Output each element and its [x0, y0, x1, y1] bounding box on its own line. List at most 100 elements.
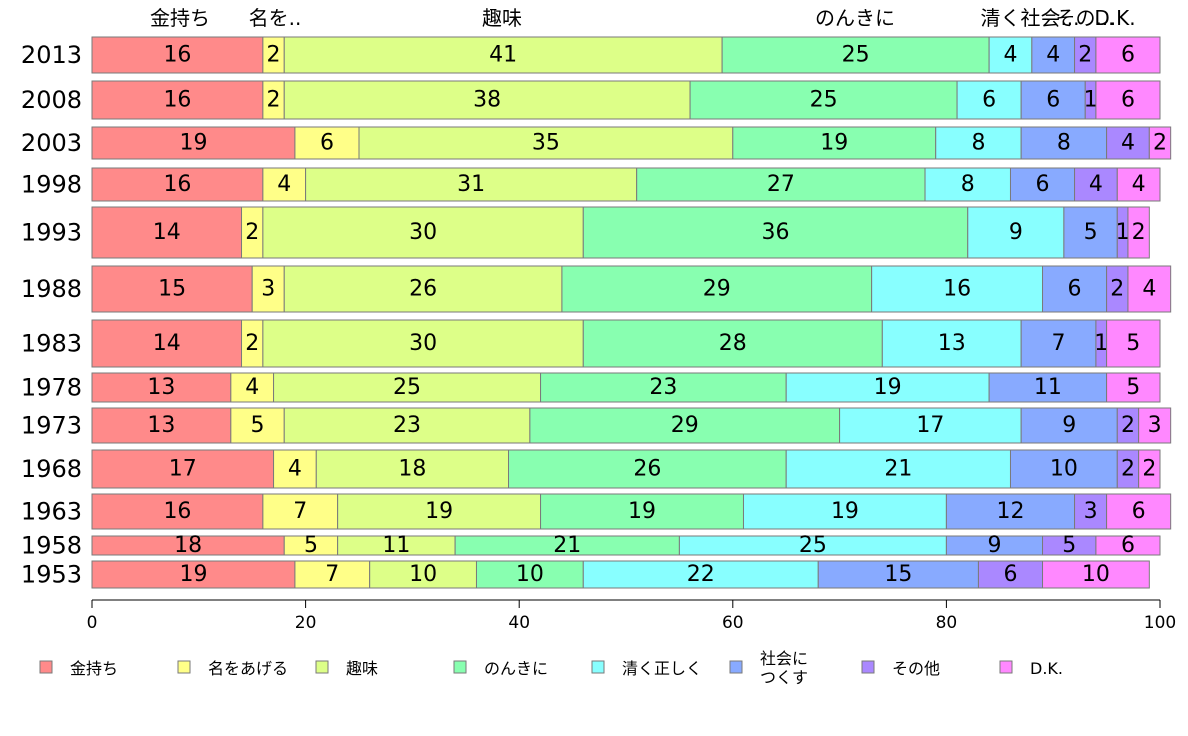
data-label: 19 — [831, 499, 859, 524]
data-label: 15 — [884, 562, 912, 587]
top-series-label: 金持ち — [150, 6, 210, 30]
bar-segment — [785, 449, 1011, 489]
year-label: 1968 — [21, 455, 82, 483]
data-label: 6 — [1121, 533, 1135, 558]
bar-segment — [91, 265, 253, 313]
data-label: 26 — [633, 457, 661, 482]
year-label: 1983 — [21, 330, 82, 358]
data-label: 22 — [687, 562, 715, 587]
data-label: 29 — [703, 277, 731, 302]
x-tick-label: 80 — [936, 613, 958, 633]
bar-segment — [230, 407, 285, 444]
data-label: 10 — [409, 562, 437, 587]
bar-segment — [977, 560, 1044, 589]
data-label: 36 — [762, 220, 790, 245]
bar-segment — [1095, 535, 1161, 556]
legend-item: 清く正しく — [591, 659, 702, 678]
bar-segment — [273, 372, 542, 403]
data-label: 23 — [393, 413, 421, 438]
data-label: 14 — [153, 220, 181, 245]
data-label: 9 — [1009, 220, 1023, 245]
bar-segment — [988, 372, 1108, 403]
bar-segment — [636, 167, 926, 202]
data-label: 19 — [179, 131, 207, 156]
bar-segment — [91, 407, 232, 444]
data-label: 4 — [1121, 131, 1135, 156]
bar-segment — [732, 126, 937, 160]
year-labels: 2013 2008 2003 1998 1993 1988 1983 1978 1973 1968… — [21, 41, 82, 589]
bar-segment — [283, 265, 563, 313]
bar-segment — [817, 560, 979, 589]
data-label: 2 — [245, 331, 259, 356]
data-label: 4 — [277, 172, 291, 197]
legend-label: D.K. — [1030, 659, 1063, 678]
bar-segment — [540, 493, 744, 530]
bar-segment — [1127, 206, 1150, 259]
data-label: 2 — [1110, 277, 1124, 302]
data-label: 25 — [799, 533, 827, 558]
data-label: 11 — [1034, 375, 1062, 400]
legend-swatch — [861, 660, 875, 674]
data-label: 17 — [916, 413, 944, 438]
data-label: 2 — [1121, 457, 1135, 482]
bar-segment — [91, 206, 243, 259]
top-series-label: D.K. — [1094, 6, 1135, 30]
bar-segment — [1074, 493, 1108, 530]
data-label: 15 — [158, 277, 186, 302]
legend: 金持ち 名をあげる 趣味 のんきに 清く正しく 社会につくす その他 D.K. — [39, 649, 1063, 687]
data-label: 21 — [884, 457, 912, 482]
bar-segment — [91, 126, 296, 160]
bar-segment — [839, 407, 1022, 444]
data-label: 38 — [473, 88, 501, 113]
bar-segment — [1031, 36, 1076, 74]
data-label: 35 — [532, 131, 560, 156]
bar-segment — [369, 560, 477, 589]
bar-segment — [283, 36, 723, 74]
legend-swatch — [315, 660, 329, 674]
bar-segment — [1148, 126, 1172, 160]
bar-segment — [582, 206, 969, 259]
data-label: 25 — [393, 375, 421, 400]
bar-segment — [1009, 449, 1118, 489]
data-label: 6 — [320, 131, 334, 156]
top-series-label: のんきに — [815, 6, 895, 30]
legend-swatch — [591, 660, 605, 674]
bar-segment — [262, 493, 339, 530]
bar-segment — [1106, 493, 1172, 530]
legend-item: のんきに — [453, 659, 548, 678]
data-label: 7 — [325, 562, 339, 587]
data-label: 27 — [767, 172, 795, 197]
data-label: 5 — [1062, 533, 1076, 558]
year-label: 1978 — [21, 374, 82, 402]
bar-segment — [294, 126, 360, 160]
year-label: 1958 — [21, 532, 82, 560]
data-label: 12 — [996, 499, 1024, 524]
data-label: 19 — [874, 375, 902, 400]
bar-row-2013: 16 2 41 25 4 4 2 6 — [91, 36, 1161, 74]
x-tick-label: 20 — [295, 613, 317, 633]
legend-label: その他 — [892, 659, 940, 678]
bar-segment — [1095, 36, 1161, 74]
year-label: 1988 — [21, 275, 82, 303]
data-label: 19 — [820, 131, 848, 156]
bar-segment — [1042, 560, 1150, 589]
data-label: 10 — [1050, 457, 1078, 482]
legend-label: 金持ち — [70, 659, 118, 678]
data-label: 8 — [1057, 131, 1071, 156]
bar-segment — [988, 36, 1033, 74]
bar-segment — [785, 372, 990, 403]
bar-segment — [924, 167, 1011, 202]
data-label: 21 — [553, 533, 581, 558]
bar-segment — [294, 560, 371, 589]
bar-segment — [508, 449, 787, 489]
bar-row-1978: 13 4 25 23 19 11 5 — [91, 372, 1161, 403]
data-label: 4 — [288, 457, 302, 482]
data-label: 28 — [719, 331, 747, 356]
legend-item: D.K. — [999, 659, 1063, 678]
data-label: 2 — [1078, 43, 1092, 68]
data-label: 18 — [398, 457, 426, 482]
data-label: 16 — [163, 43, 191, 68]
data-label: 8 — [961, 172, 975, 197]
bar-segment — [91, 80, 264, 120]
top-labels: 金持ち 名を.. 趣味 のんきに 清く社会...その...D.K. — [150, 6, 1136, 30]
